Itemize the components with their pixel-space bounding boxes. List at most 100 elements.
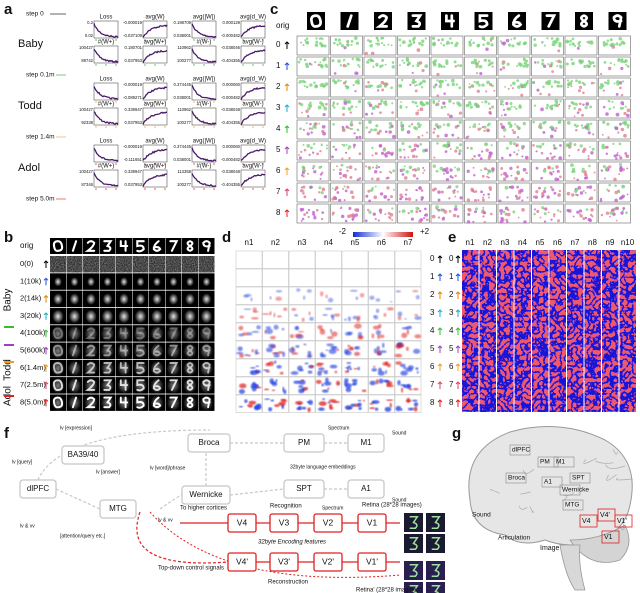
dot	[607, 136, 610, 139]
dot	[421, 134, 424, 137]
dot	[348, 206, 352, 210]
digit	[136, 240, 145, 253]
dot	[457, 103, 462, 107]
dot	[602, 89, 605, 92]
row-label: 3(20k)	[20, 311, 42, 320]
blob	[183, 325, 197, 342]
activation	[251, 349, 254, 353]
dot	[559, 64, 561, 67]
dot	[375, 42, 378, 45]
dot	[355, 41, 359, 45]
dot	[576, 111, 580, 114]
dot	[300, 186, 303, 189]
noise	[198, 256, 215, 273]
dot	[543, 187, 547, 190]
dot	[499, 122, 503, 126]
cell	[564, 161, 598, 182]
dot	[588, 198, 591, 201]
region-label: Articulation	[498, 535, 531, 542]
dot	[540, 107, 544, 112]
activation	[416, 370, 419, 374]
dot	[543, 220, 547, 223]
dot	[506, 62, 510, 66]
cell	[235, 268, 263, 287]
dot	[432, 131, 435, 134]
activation	[405, 346, 409, 351]
activation	[291, 346, 294, 352]
dot	[424, 207, 427, 211]
dot	[342, 143, 346, 147]
dot	[515, 152, 519, 156]
dot	[388, 170, 391, 173]
dot	[436, 79, 439, 82]
activation	[397, 311, 403, 317]
dot	[434, 83, 438, 87]
dot	[502, 108, 506, 111]
digit	[478, 14, 489, 29]
dot	[509, 154, 512, 157]
axis-value: -0.037109	[123, 33, 143, 38]
dot	[313, 216, 317, 220]
dot	[616, 151, 619, 154]
blob	[199, 343, 214, 359]
column-label: n5	[536, 238, 545, 247]
dot	[365, 112, 369, 116]
activation	[389, 402, 392, 408]
dot	[386, 176, 390, 180]
dot	[584, 173, 588, 177]
digit	[186, 396, 194, 409]
activation	[251, 317, 259, 320]
dot	[580, 124, 584, 127]
dot	[619, 86, 622, 90]
activation	[262, 369, 269, 371]
dot	[399, 105, 403, 109]
dot	[303, 195, 307, 199]
dot	[502, 177, 507, 181]
retina-image	[426, 582, 445, 593]
activation	[344, 405, 353, 410]
dot	[613, 154, 617, 158]
dot	[377, 219, 380, 222]
axis-value: 0.038001	[174, 33, 192, 38]
dot	[554, 177, 558, 182]
dot	[612, 212, 616, 216]
axis-value: -0.111651	[124, 157, 143, 162]
dot	[436, 125, 439, 129]
dot	[426, 131, 429, 134]
dot	[334, 148, 338, 151]
dot	[325, 102, 328, 106]
dot	[487, 169, 492, 174]
dot	[487, 176, 490, 179]
cell	[235, 250, 263, 269]
dot	[346, 39, 350, 43]
dot	[547, 211, 550, 214]
dot	[354, 80, 359, 84]
dot	[399, 155, 403, 159]
dot	[512, 142, 516, 146]
dot	[411, 154, 416, 159]
dot	[578, 209, 583, 213]
activation	[264, 388, 270, 391]
dot	[536, 61, 540, 64]
dot	[313, 170, 317, 174]
row-arrow	[437, 363, 443, 371]
dot	[437, 190, 441, 194]
note: [attention/query etc.]	[60, 533, 106, 539]
dot	[368, 166, 372, 170]
row-label: 7	[276, 187, 281, 196]
dot	[608, 107, 612, 111]
dot	[541, 191, 545, 196]
dot	[625, 211, 628, 215]
plot-box	[142, 20, 168, 39]
dot	[480, 190, 483, 194]
row-arrow	[43, 329, 49, 338]
dot	[526, 63, 530, 66]
dot	[535, 166, 539, 170]
dot	[373, 128, 376, 132]
dot	[573, 123, 577, 127]
axis-value: -0.000482	[221, 95, 241, 100]
dot	[323, 44, 327, 48]
plot-title: avg(d_W)	[240, 139, 266, 145]
blob	[118, 309, 130, 324]
retina-digit	[409, 564, 419, 577]
